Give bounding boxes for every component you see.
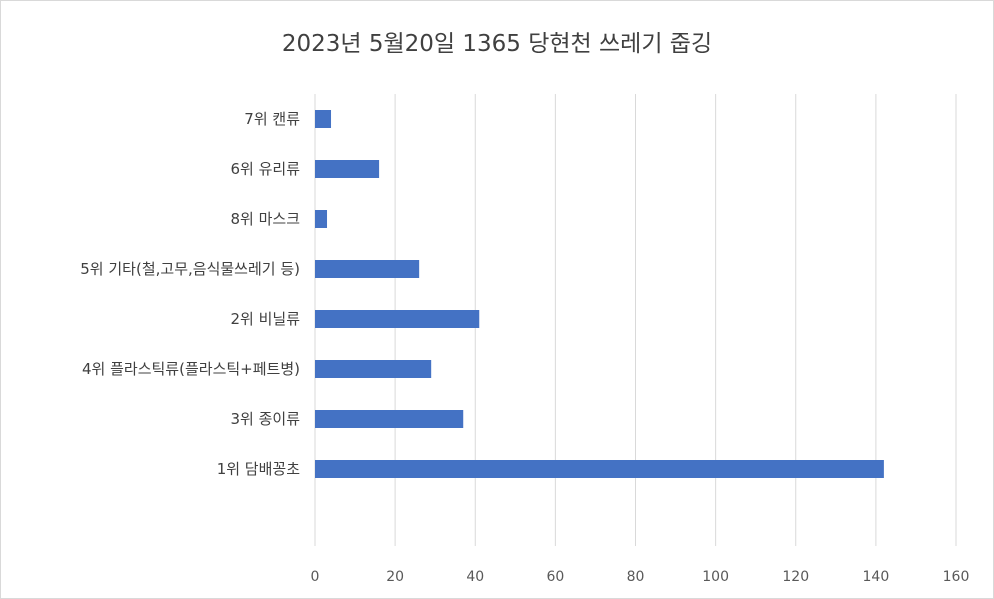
bar-5 [315, 310, 480, 328]
bar-6 [315, 360, 432, 378]
category-label: 6위 유리류 [230, 160, 300, 178]
bar-3 [315, 210, 328, 228]
bar-4 [315, 260, 420, 278]
x-tick-label: 60 [546, 569, 564, 585]
x-tick-label: 140 [863, 569, 890, 585]
chart-title: 2023년 5월20일 1365 당현천 쓰레기 줍깅 [281, 31, 713, 57]
category-label: 1위 담배꽁초 [217, 460, 301, 478]
category-label: 2위 비닐류 [230, 310, 300, 328]
bar-1 [315, 110, 332, 128]
category-label: 7위 캔류 [244, 110, 300, 128]
bar-7 [315, 410, 464, 428]
category-label: 8위 마스크 [230, 210, 300, 228]
category-label: 3위 종이류 [230, 410, 300, 428]
x-tick-label: 100 [702, 569, 729, 585]
x-tick-label: 120 [782, 569, 809, 585]
x-tick-label: 80 [627, 569, 645, 585]
x-tick-label: 40 [466, 569, 484, 585]
bar-2 [315, 160, 380, 178]
category-label: 4위 플라스틱류(플라스틱+페트병) [82, 360, 300, 378]
x-tick-label: 160 [943, 569, 970, 585]
x-tick-label: 0 [311, 569, 320, 585]
bar-8 [315, 460, 884, 478]
category-label: 5위 기타(철,고무,음식물쓰레기 등) [80, 260, 300, 278]
x-tick-label: 20 [386, 569, 404, 585]
